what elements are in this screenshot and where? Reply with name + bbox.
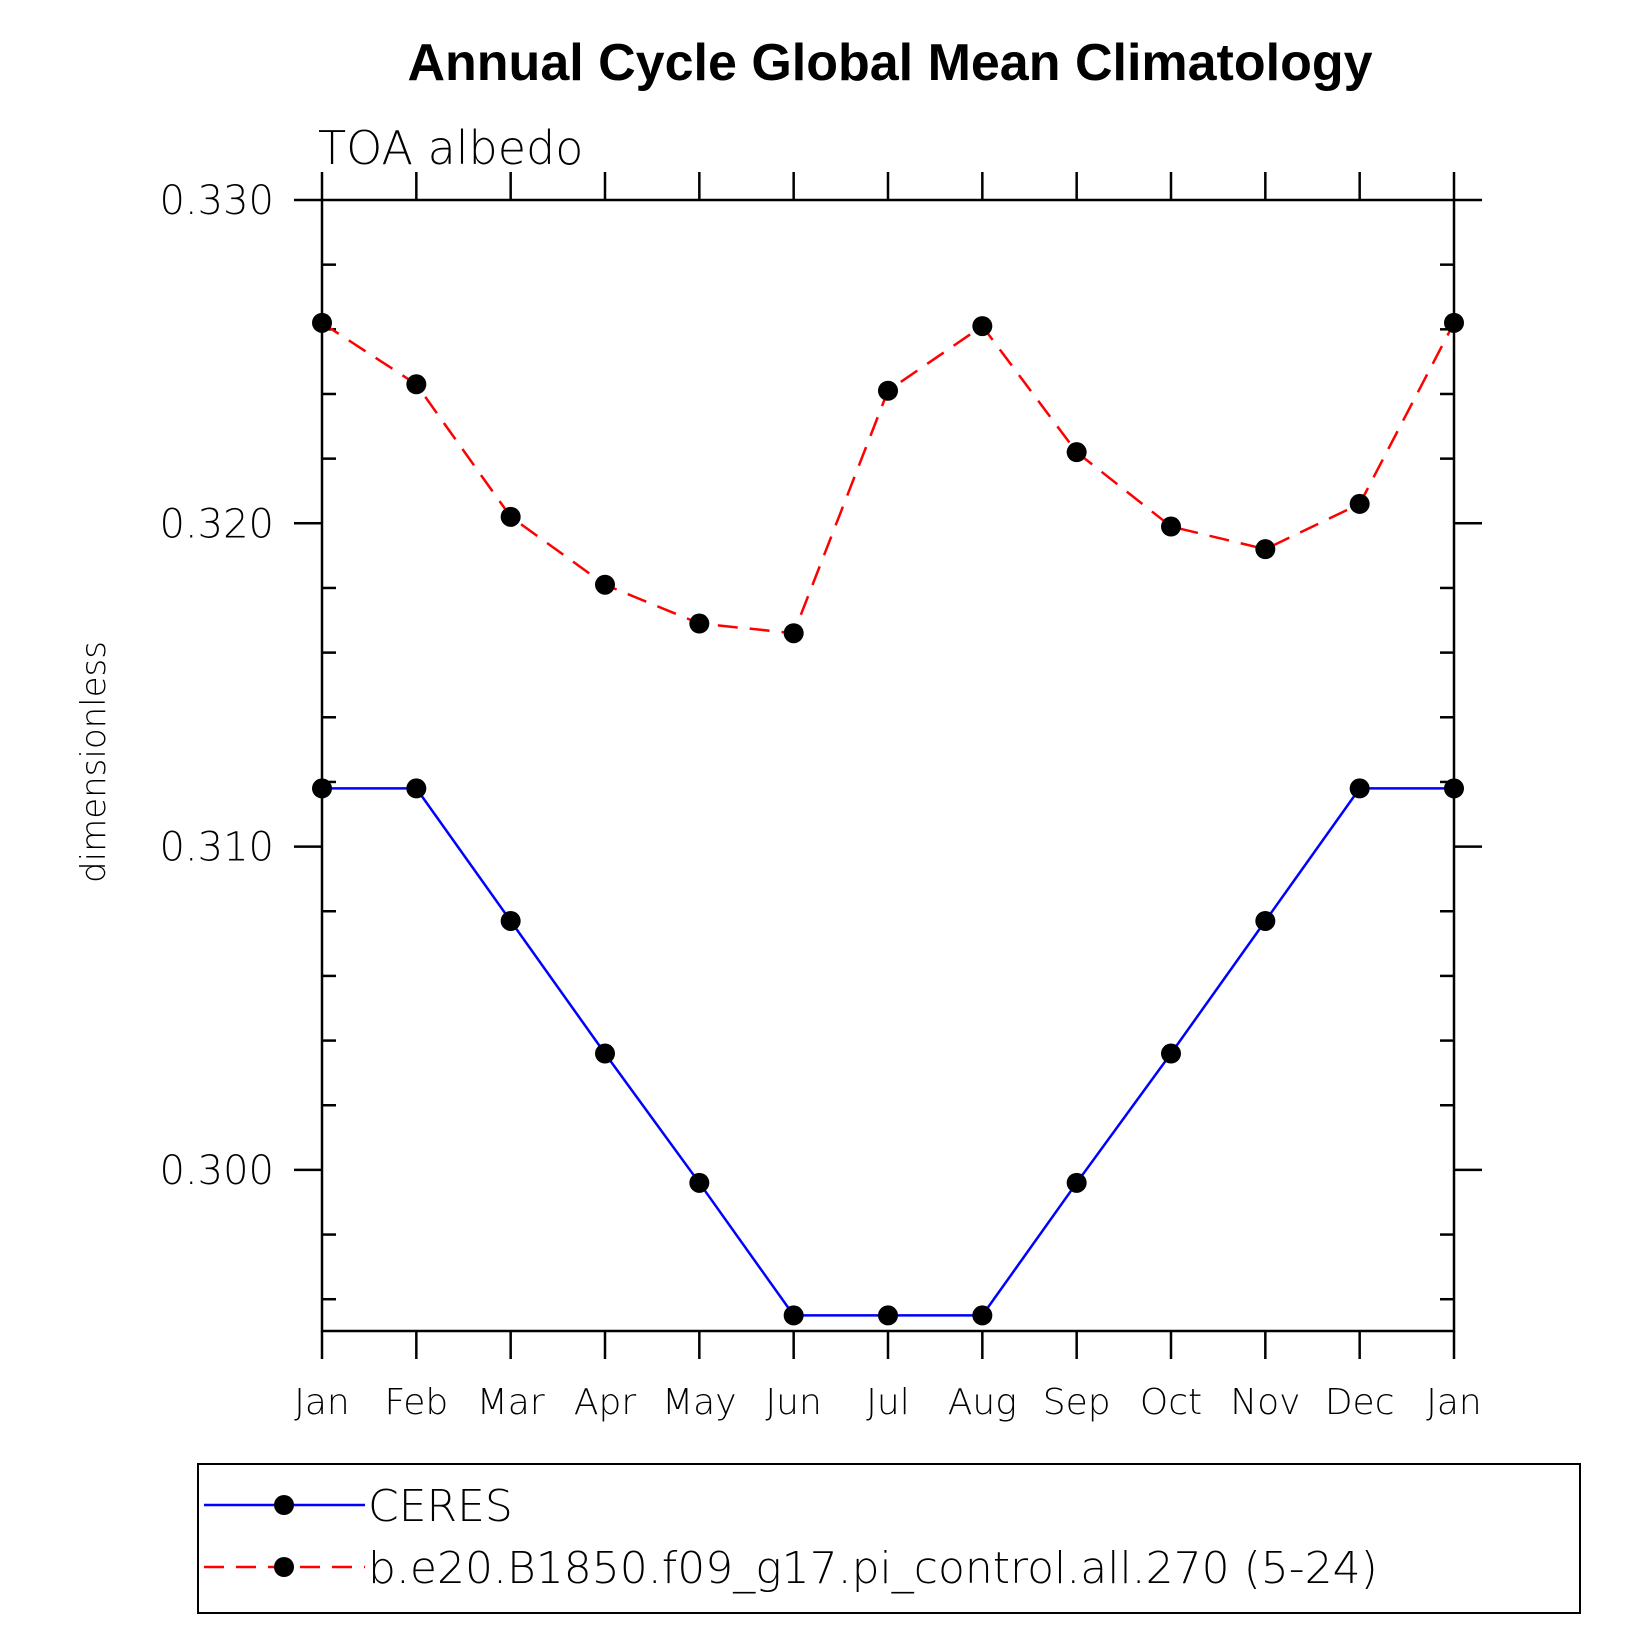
data-point bbox=[783, 1305, 804, 1326]
x-axis: Jan Feb Mar Apr May Jun Jul Aug Sep Oct Nov Dec Jan bbox=[294, 172, 1482, 1423]
x-tick-label: Apr bbox=[574, 1382, 636, 1423]
data-point bbox=[1255, 910, 1276, 931]
x-tick-label: Feb bbox=[384, 1382, 448, 1423]
data-point bbox=[783, 623, 804, 644]
data-point bbox=[689, 1172, 710, 1193]
data-point bbox=[972, 1305, 993, 1326]
series-line-1 bbox=[321, 321, 1456, 635]
data-point bbox=[1349, 778, 1370, 799]
data-point bbox=[1161, 1043, 1181, 1064]
y-tick-label: 0.310 bbox=[159, 825, 274, 871]
data-point bbox=[972, 316, 993, 337]
legend-marker-1 bbox=[274, 1557, 294, 1577]
series-layer bbox=[312, 312, 1464, 1326]
legend-marker-0 bbox=[274, 1495, 294, 1515]
data-point bbox=[500, 910, 521, 931]
legend-label-0: CERES bbox=[368, 1481, 513, 1532]
chart-subtitle: TOA albedo bbox=[318, 121, 583, 175]
data-point bbox=[878, 1305, 898, 1326]
y-minor-ticks bbox=[322, 263, 1454, 1301]
y-axis: 0.300 0.310 0.320 0.330 bbox=[159, 178, 1482, 1194]
data-point bbox=[1444, 778, 1464, 799]
legend: CERES b.e20.B1850.f09_g17.pi_control.all.… bbox=[197, 1463, 1581, 1614]
legend-items: CERES b.e20.B1850.f09_g17.pi_control.all.… bbox=[204, 1481, 1378, 1594]
legend-label-1: b.e20.B1850.f09_g17.pi_control.all.270 (… bbox=[368, 1543, 1378, 1594]
x-tick-label: Mar bbox=[477, 1382, 545, 1423]
data-point bbox=[1444, 312, 1464, 333]
x-tick-label: Jan bbox=[294, 1382, 350, 1423]
data-point bbox=[406, 778, 427, 799]
data-point bbox=[1161, 516, 1181, 537]
data-point bbox=[312, 778, 332, 799]
x-tick-label: Jan bbox=[1426, 1382, 1482, 1423]
x-tick-label: Oct bbox=[1140, 1382, 1202, 1423]
data-point bbox=[595, 1043, 615, 1064]
x-tick-label: Jun bbox=[766, 1382, 822, 1423]
x-tick-label: Nov bbox=[1230, 1382, 1300, 1423]
data-point bbox=[312, 312, 332, 333]
data-point bbox=[500, 506, 521, 527]
legend-box bbox=[197, 1463, 1581, 1614]
plot-frame bbox=[320, 198, 1456, 1333]
y-tick-label: 0.300 bbox=[159, 1148, 274, 1194]
x-tick-label: Jul bbox=[866, 1382, 909, 1423]
x-tick-label: May bbox=[662, 1382, 736, 1423]
x-tick-label: Aug bbox=[948, 1382, 1017, 1423]
data-point bbox=[689, 613, 710, 634]
x-tick-label: Sep bbox=[1043, 1382, 1111, 1423]
data-point bbox=[1066, 1172, 1087, 1193]
data-point bbox=[1349, 493, 1370, 514]
data-point bbox=[1066, 442, 1087, 463]
x-tick-label: Dec bbox=[1325, 1382, 1395, 1423]
data-point bbox=[595, 574, 615, 595]
y-axis-label: dimensionless bbox=[74, 641, 114, 883]
data-point bbox=[1255, 539, 1276, 560]
data-point bbox=[406, 374, 427, 395]
data-point bbox=[878, 380, 898, 401]
y-tick-label: 0.330 bbox=[159, 178, 274, 224]
series-line-0 bbox=[322, 787, 1454, 1317]
chart-title: Annual Cycle Global Mean Climatology bbox=[407, 34, 1372, 92]
y-tick-label: 0.320 bbox=[159, 501, 274, 547]
